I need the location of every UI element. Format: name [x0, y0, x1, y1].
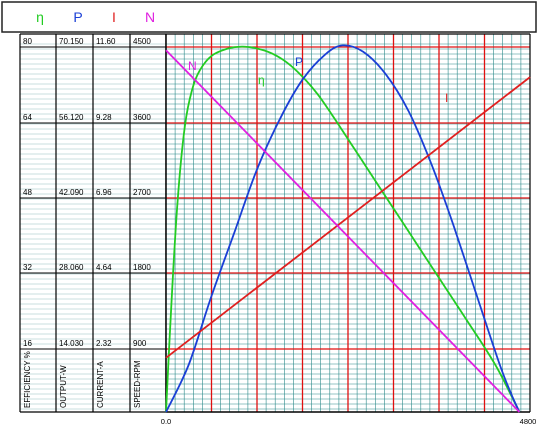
- series-label-output: P: [295, 55, 303, 69]
- speed-tick-label: 3600: [133, 113, 151, 122]
- axis-columns-panel: 80 64 48 32 16 EFFICIENCY % 70.150 56.120 42.090…: [19, 33, 167, 413]
- series-label-speed: N: [188, 59, 197, 73]
- series-line-efficiency: [165, 45, 521, 413]
- major-grid: [165, 33, 531, 413]
- speed-tick-label: 2700: [133, 188, 151, 197]
- output-tick-label: 28.060: [59, 263, 84, 272]
- legend-entry-2: I: [112, 9, 116, 25]
- efficiency-tick-label: 32: [23, 263, 32, 272]
- efficiency-tick-label: 16: [23, 339, 32, 348]
- speed-tick-label: 1800: [133, 263, 151, 272]
- current-tick-label: 2.32: [96, 339, 112, 348]
- output-tick-label: 56.120: [59, 113, 84, 122]
- output-tick-label: 14.030: [59, 339, 84, 348]
- series-line-current: [165, 76, 531, 359]
- efficiency-tick-label: 64: [23, 113, 32, 122]
- curve-labels-layer: η P I N: [188, 55, 448, 105]
- x-tick-label-start: 0.0: [161, 417, 171, 425]
- legend-entry-0: η: [36, 9, 44, 25]
- efficiency-tick-label: 80: [23, 37, 32, 46]
- series-line-output: [165, 44, 521, 413]
- output-tick-label: 70.150: [59, 37, 84, 46]
- speed-tick-label: 900: [133, 339, 147, 348]
- current-tick-label: 6.96: [96, 188, 112, 197]
- series-line-speed: [165, 49, 521, 413]
- current-tick-label: 4.64: [96, 263, 112, 272]
- speed-tick-label: 4500: [133, 37, 151, 46]
- series-label-efficiency: η: [258, 73, 265, 87]
- current-tick-label: 11.60: [96, 37, 116, 46]
- curves-layer: [165, 44, 531, 413]
- series-label-current: I: [445, 91, 448, 105]
- current-axis-label: CURRENT-A: [96, 361, 105, 408]
- output-axis-label: OUTPUT-W: [59, 365, 68, 408]
- x-tick-label-end: 4800: [520, 417, 537, 425]
- current-tick-label: 9.28: [96, 113, 112, 122]
- efficiency-axis-label: EFFICIENCY %: [23, 351, 32, 408]
- speed-axis-label: SPEED-RPM: [133, 360, 142, 408]
- legend-box: [1, 1, 537, 33]
- output-tick-label: 42.090: [59, 188, 84, 197]
- legend-entry-1: P: [73, 9, 82, 25]
- legend-entry-3: N: [145, 9, 155, 25]
- efficiency-tick-label: 48: [23, 188, 32, 197]
- x-axis-tick-labels: 0.0 4800: [161, 417, 537, 425]
